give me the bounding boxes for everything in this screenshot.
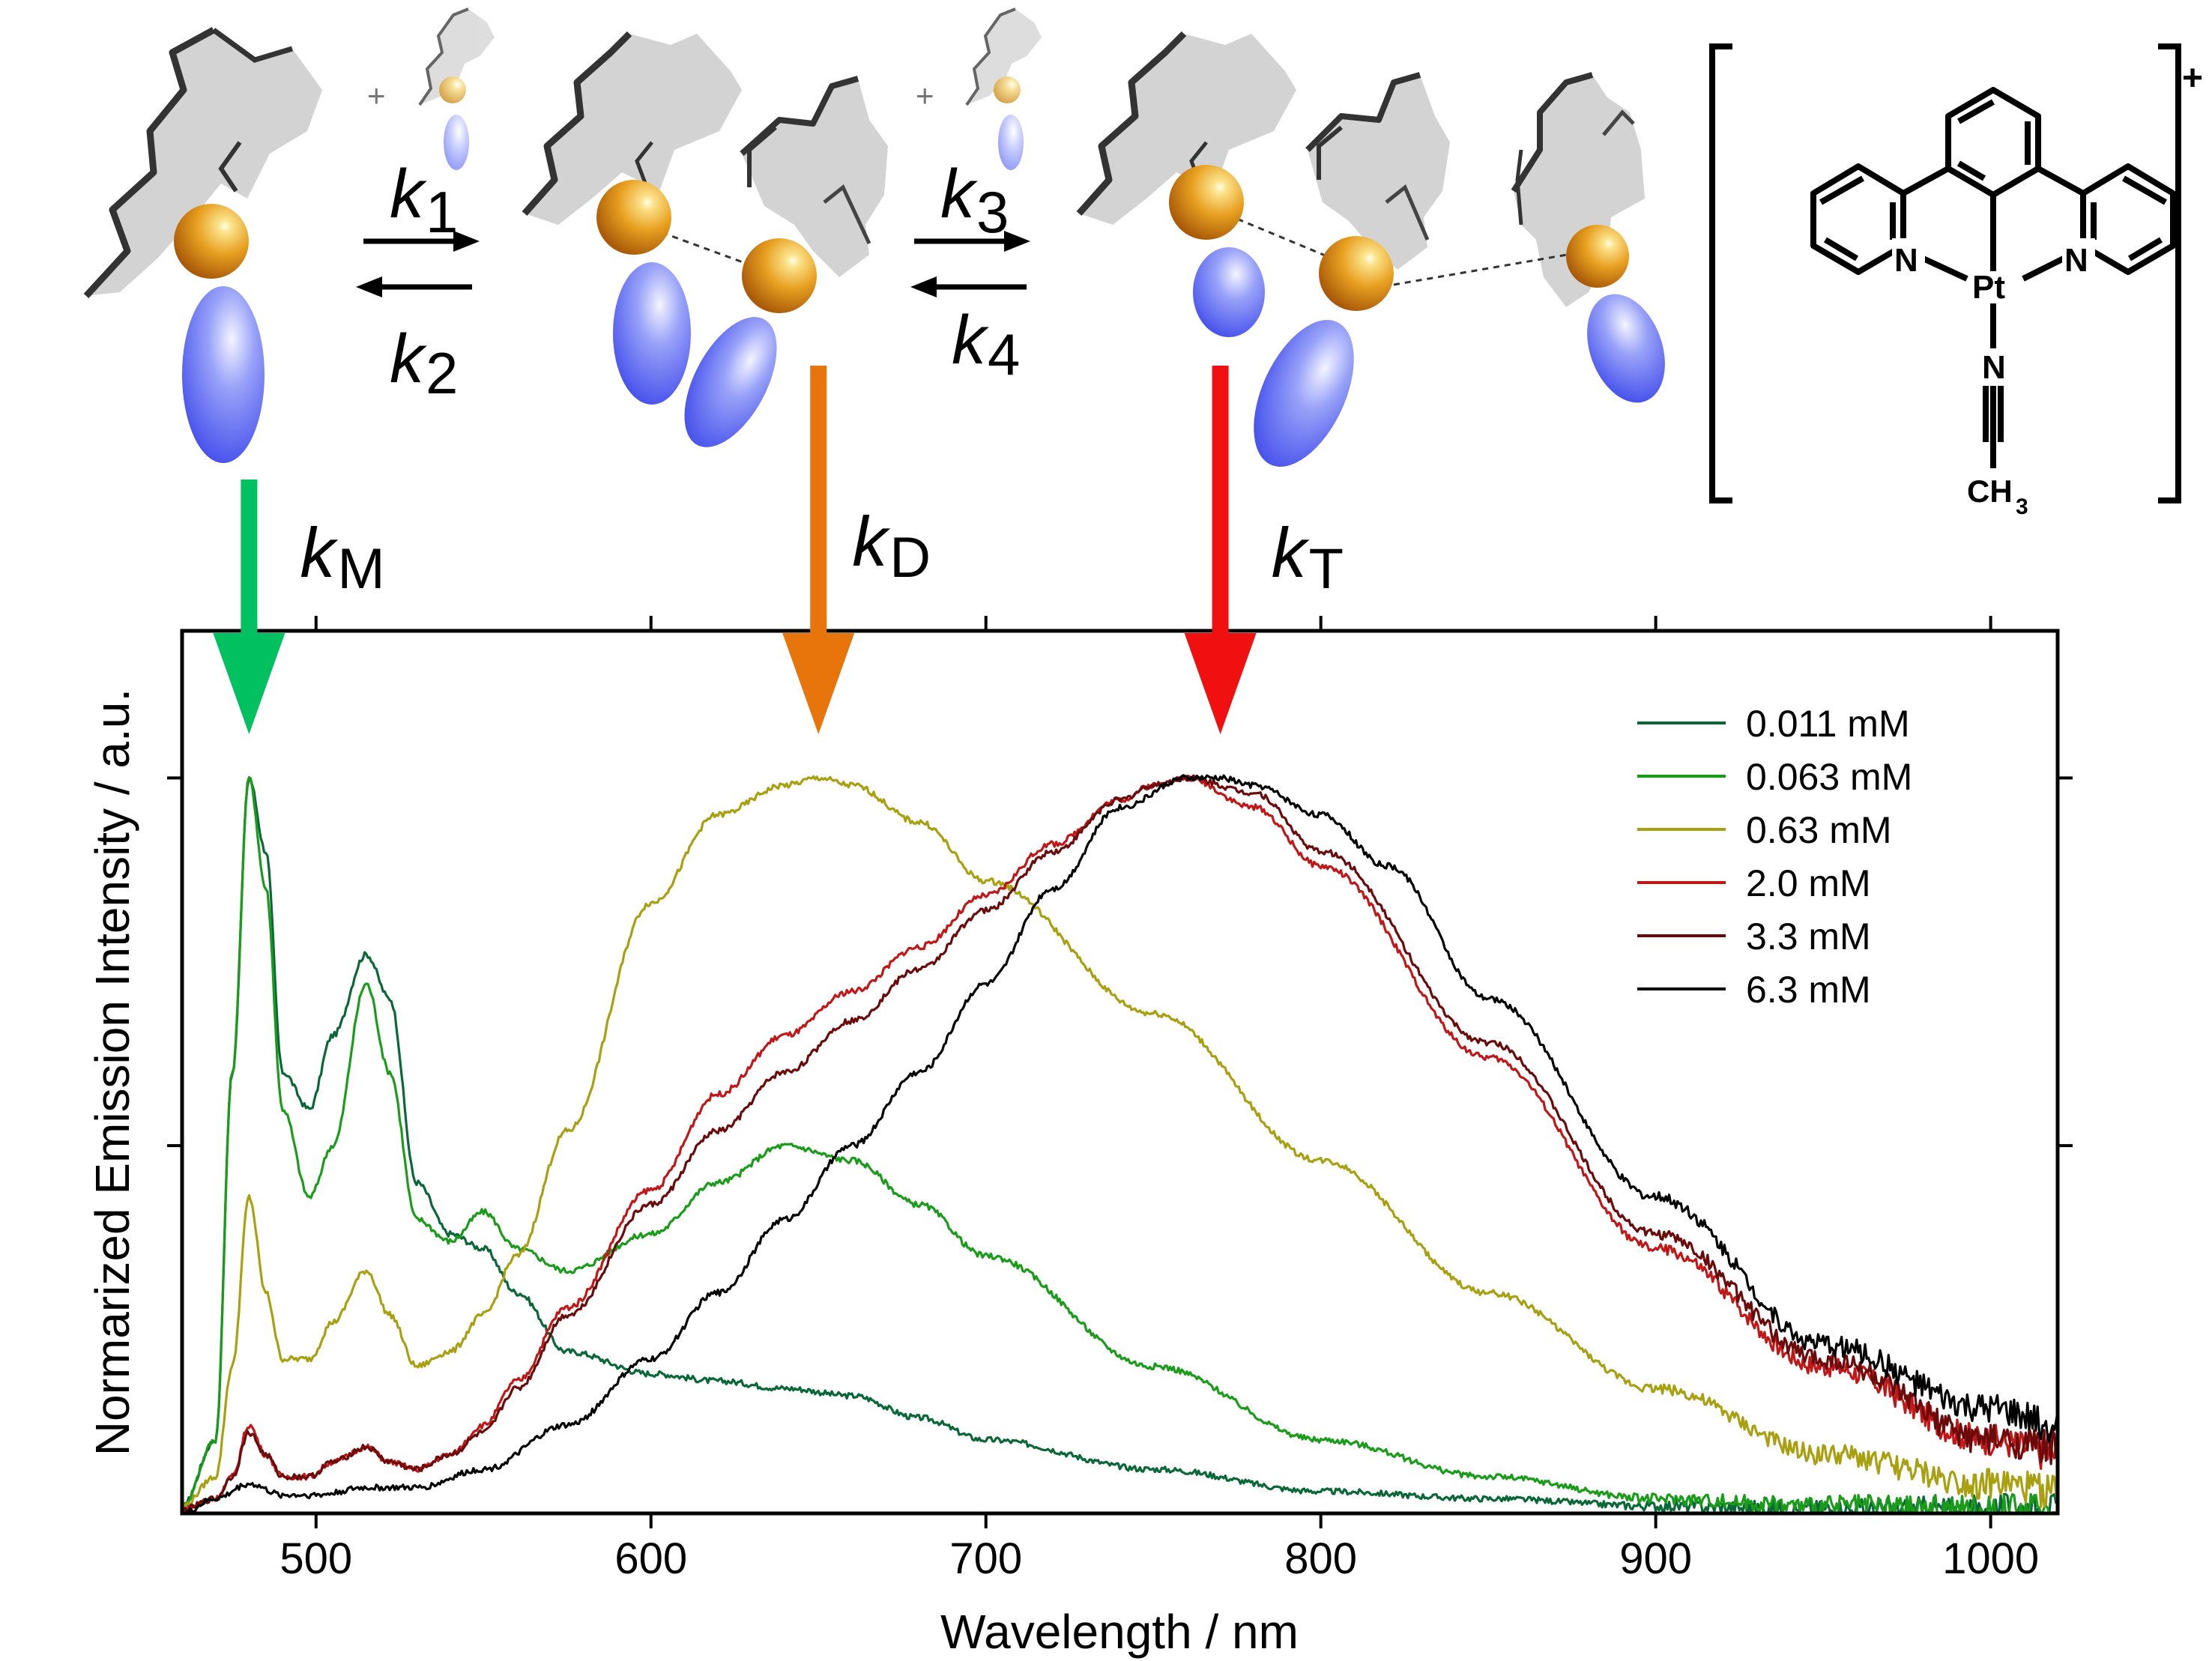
emission-rate-sub-1: D	[889, 526, 931, 590]
legend-label-2: 0.63 mM	[1746, 809, 1892, 851]
x-axis-label: Wavelength / nm	[940, 1605, 1299, 1659]
rate-k4: k	[952, 302, 989, 378]
pt-complex-structure: +	[1709, 43, 2203, 519]
legend-label-1: 0.063 mM	[1746, 756, 1912, 798]
emission-arrow-head-2	[1184, 633, 1257, 734]
rate-k2: k	[390, 321, 427, 397]
atom-n-nitrile: N	[1982, 349, 2006, 386]
series-line-3	[182, 775, 2058, 1513]
axis-ticks	[167, 616, 2073, 1528]
atom-n-right: N	[2064, 242, 2088, 279]
methyl-group: CH	[1967, 474, 2013, 509]
emission-rate-k-2: k	[1272, 513, 1310, 592]
y-axis-label: Normarized Emission Intensity / a.u.	[85, 689, 139, 1456]
monomer-sphere	[174, 204, 249, 279]
charge-plus: +	[2182, 58, 2203, 98]
emission-rate-k-1: k	[852, 502, 890, 581]
monomer-complex	[83, 27, 322, 463]
atom-pt: Pt	[1972, 269, 2005, 306]
dimer-complex	[522, 31, 888, 447]
plus-sign-2: +	[916, 78, 934, 113]
legend-label-4: 3.3 mM	[1746, 916, 1871, 957]
series-line-5	[182, 774, 2058, 1513]
emission-rate-k-0: k	[300, 513, 338, 592]
legend: 0.011 mM 0.063 mM 0.63 mM 2.0 mM 3.3 mM 6.3 m…	[1637, 703, 1912, 1011]
equilibrium-2: k 3 k 4	[910, 156, 1030, 387]
x-tick-label-5: 1000	[1942, 1534, 2039, 1583]
x-tick-labels: 500 600 700 800 900 1000	[279, 1534, 2039, 1583]
rate-k4-sub: 4	[988, 321, 1020, 387]
equilibrium-1: k 1 k 2	[356, 156, 480, 406]
emission-arrow-head-0	[213, 633, 285, 734]
legend-label-3: 2.0 mM	[1746, 862, 1871, 904]
atom-n-left: N	[1894, 242, 1918, 279]
emission-arrow-head-1	[782, 633, 855, 734]
series-line-2	[182, 775, 2058, 1508]
rate-k1: k	[390, 156, 427, 232]
added-monomer-2: +	[916, 7, 1042, 170]
series-layer	[182, 774, 2058, 1513]
rate-k3-sub: 3	[976, 179, 1009, 245]
trimer-complex	[1076, 31, 1665, 467]
emission-chart: 500 600 700 800 900 1000 Wavelength / nm Norm…	[85, 366, 2073, 1659]
x-tick-label-0: 500	[279, 1534, 352, 1583]
legend-label-0: 0.011 mM	[1746, 703, 1910, 745]
rate-k1-sub: 1	[426, 179, 458, 245]
monomer-plate	[86, 30, 322, 296]
plot-frame	[180, 629, 2060, 1516]
emission-rate-sub-0: M	[337, 537, 384, 601]
right-bracket	[2158, 43, 2181, 503]
x-tick-label-3: 800	[1284, 1534, 1357, 1583]
legend-label-5: 6.3 mM	[1746, 969, 1871, 1011]
plus-sign-1: +	[367, 78, 386, 113]
emission-rate-sub-2: T	[1309, 537, 1344, 601]
series-line-1	[182, 775, 2058, 1513]
left-bracket	[1709, 43, 1732, 503]
x-tick-label-2: 700	[949, 1534, 1022, 1583]
methyl-subscript: 3	[2016, 494, 2028, 519]
monomer-ellipsoid	[182, 286, 265, 463]
series-line-4	[182, 774, 2058, 1513]
monomer-plate-edge	[83, 27, 216, 299]
rate-k3: k	[940, 156, 978, 232]
added-monomer-1: +	[367, 7, 495, 170]
x-tick-label-1: 600	[614, 1534, 687, 1583]
reaction-scheme: + k 1 k 2	[83, 7, 2203, 519]
x-tick-label-4: 900	[1619, 1534, 1692, 1583]
rate-k2-sub: 2	[426, 340, 458, 406]
